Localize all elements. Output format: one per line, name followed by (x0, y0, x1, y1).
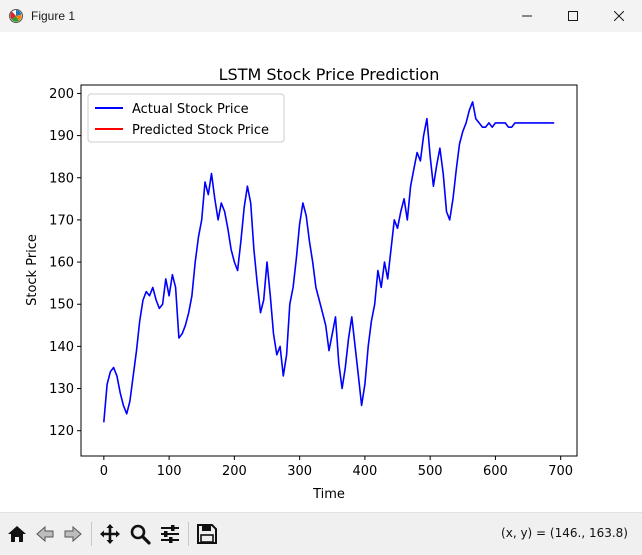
legend-label-predicted: Predicted Stock Price (132, 123, 269, 138)
y-tick-label: 170 (49, 213, 74, 228)
home-button[interactable] (4, 521, 30, 547)
save-floppy-icon (197, 524, 217, 544)
x-tick-label: 400 (352, 464, 377, 479)
maximize-icon (568, 11, 578, 21)
window-controls (504, 0, 642, 32)
x-tick-label: 500 (418, 464, 443, 479)
y-tick-label: 150 (49, 298, 74, 313)
minimize-icon (522, 15, 532, 17)
legend-label-actual: Actual Stock Price (132, 102, 249, 117)
window-title: Figure 1 (31, 9, 76, 23)
x-tick-label: 100 (157, 464, 182, 479)
y-tick-label: 200 (49, 87, 74, 102)
x-tick-label: 600 (483, 464, 508, 479)
cursor-coordinates: (x, y) = (146., 163.8) (501, 526, 628, 540)
configure-subplots-button[interactable] (157, 521, 183, 547)
actual-price-line (103, 101, 555, 423)
matplotlib-figure-icon (8, 8, 24, 24)
navigation-toolbar: (x, y) = (146., 163.8) (0, 512, 642, 555)
x-tick-label: 300 (287, 464, 312, 479)
pan-move-icon (100, 524, 120, 544)
y-tick-label: 180 (49, 171, 74, 186)
chart-title: LSTM Stock Price Prediction (219, 65, 440, 84)
close-icon (614, 11, 624, 21)
y-tick-label: 160 (49, 256, 74, 271)
y-axis-label: Stock Price (25, 234, 40, 306)
forward-arrow-icon (64, 525, 82, 543)
figure-canvas[interactable]: LSTM Stock Price Prediction 120 130 140 150… (0, 32, 642, 510)
y-tick-label: 120 (49, 424, 74, 439)
x-axis-ticks: 0 100 200 300 400 500 600 700 (100, 456, 573, 479)
zoom-button[interactable] (127, 521, 153, 547)
back-arrow-icon (36, 525, 54, 543)
y-tick-label: 130 (49, 382, 74, 397)
zoom-magnifier-icon (130, 524, 151, 545)
close-button[interactable] (596, 0, 642, 32)
x-tick-label: 0 (100, 464, 108, 479)
subplots-configure-icon (161, 525, 179, 543)
back-button[interactable] (32, 521, 58, 547)
y-tick-label: 190 (49, 129, 74, 144)
line-chart[interactable]: LSTM Stock Price Prediction 120 130 140 150… (0, 32, 642, 510)
toolbar-separator (188, 522, 189, 546)
home-icon (8, 526, 26, 542)
save-button[interactable] (194, 521, 220, 547)
legend: Actual Stock Price Predicted Stock Price (87, 93, 285, 143)
pan-button[interactable] (97, 521, 123, 547)
x-axis-label: Time (312, 487, 345, 502)
x-tick-label: 700 (548, 464, 573, 479)
plot-lines (103, 101, 555, 423)
x-tick-label: 200 (222, 464, 247, 479)
minimize-button[interactable] (504, 0, 550, 32)
maximize-button[interactable] (550, 0, 596, 32)
toolbar-separator (91, 522, 92, 546)
y-axis-ticks: 120 130 140 150 160 170 180 190 200 (49, 87, 81, 439)
axes-frame (80, 84, 578, 457)
title-bar[interactable]: Figure 1 (0, 0, 642, 32)
forward-button[interactable] (60, 521, 86, 547)
y-tick-label: 140 (49, 340, 74, 355)
legend-box (87, 93, 285, 143)
